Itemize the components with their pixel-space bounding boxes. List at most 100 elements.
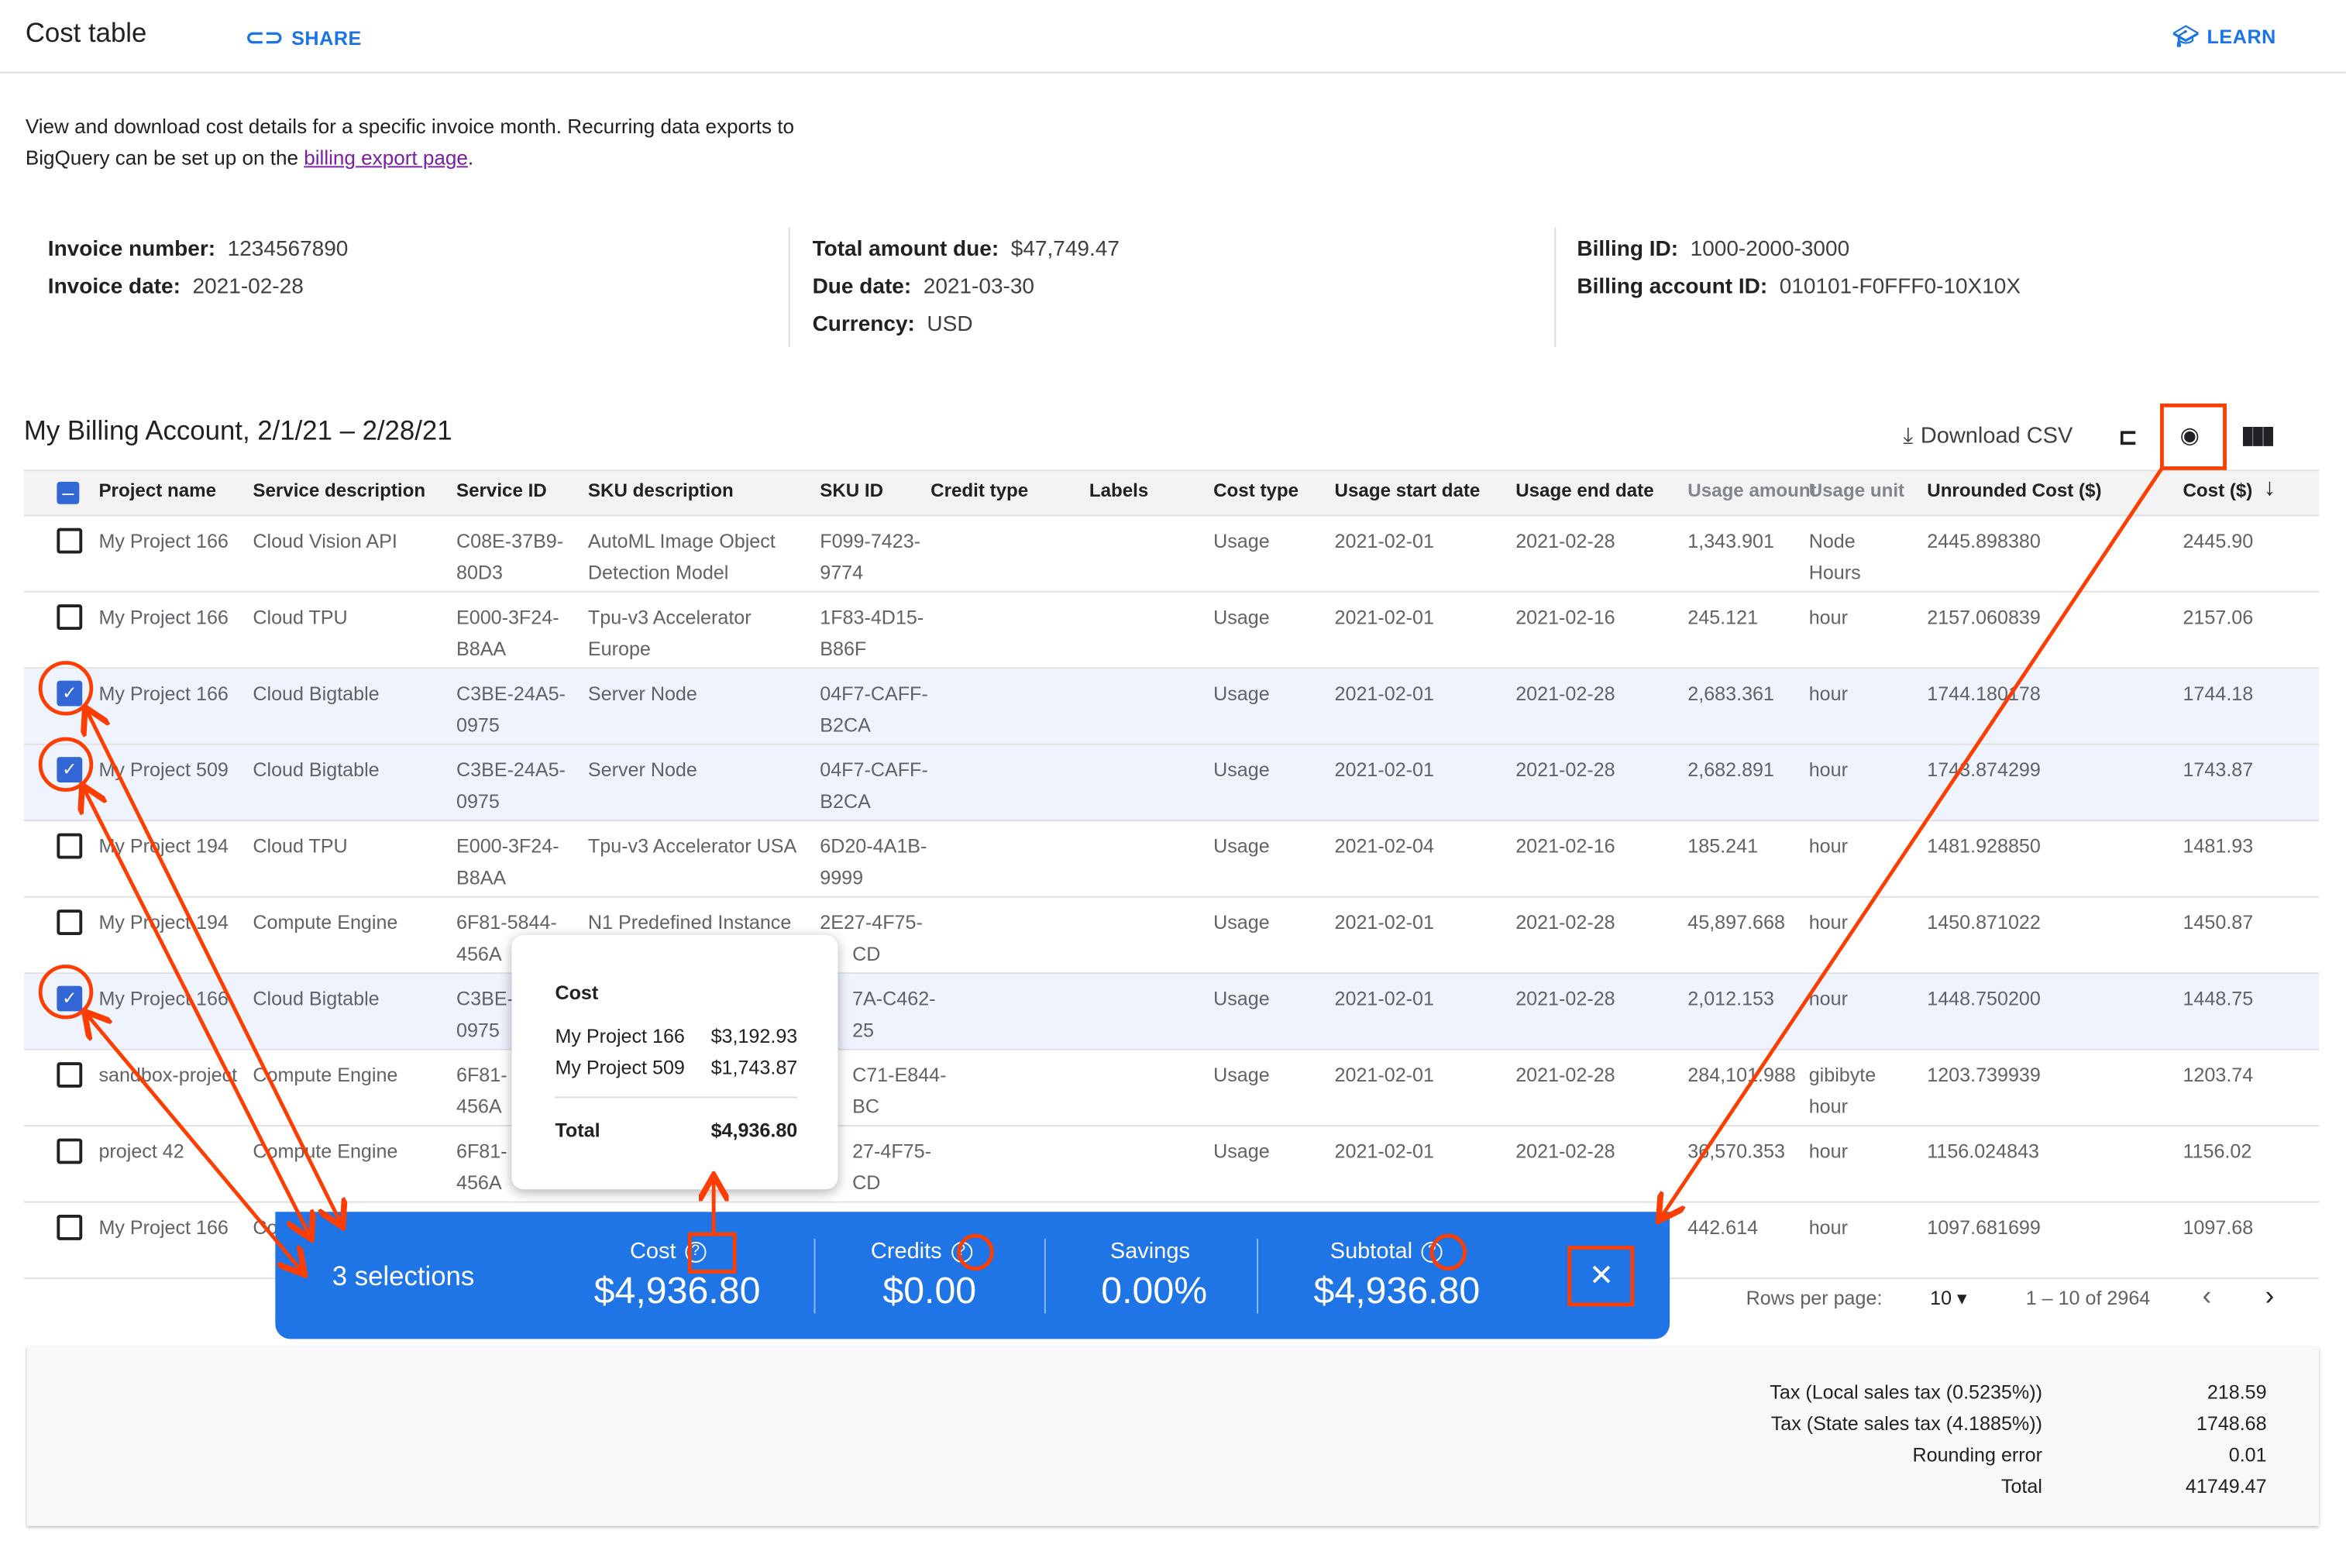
table-cell: gibibyte hour [1808,1064,1876,1118]
currency: USD [927,312,973,337]
table-cell: Usage [1213,911,1270,934]
table-cell: Usage [1213,606,1270,629]
table-cell: 442.614 [1687,1216,1759,1239]
top-bar: Cost table ⊂⊃ SHARE 🎓︎ LEARN [0,0,2346,74]
table-cell: Usage [1213,1064,1270,1086]
close-icon[interactable]: ✕ [1588,1259,1615,1293]
table-cell: 1744.180178 [1927,682,2041,705]
row-checkbox[interactable]: ✓ [57,757,83,782]
column-header[interactable]: SKU description [587,480,734,501]
hierarchy-icon[interactable]: ⊏ [2118,425,2138,451]
row-checkbox[interactable]: ✓ [57,985,83,1012]
help-icon[interactable]: ? [1421,1241,1443,1263]
help-icon[interactable]: ? [685,1241,707,1263]
credits-label-text: Credits [870,1238,942,1264]
table-cell: 1481.928850 [1927,834,2041,858]
row-checkbox[interactable] [57,528,83,554]
select-all-checkbox[interactable]: – [57,481,80,504]
column-header[interactable]: Usage unit [1808,480,1905,501]
selection-bar: 3 selections Cost? $4,936.80 Credits? $0… [275,1212,1670,1339]
table-cell: Compute Engine [253,1140,398,1163]
tooltip-item-name: My Project 509 [555,1056,685,1079]
total-amount: $47,749.47 [1010,238,1120,262]
table-cell: Tpu-v3 Accelerator USA [587,834,797,858]
table-cell: Usage [1213,834,1270,858]
divider [1554,227,1557,348]
section-title: My Billing Account, 2/1/21 – 2/28/21 [23,415,452,446]
table-cell: 6F81- 456A [456,1064,507,1118]
tooltip-item-name: My Project 166 [555,1024,685,1047]
column-header[interactable]: Unrounded Cost ($) [1927,480,2102,501]
table-cell: 2021-02-01 [1334,987,1434,1010]
column-header[interactable]: Labels [1089,480,1149,501]
table-row[interactable]: ✓ My Project 166 Cloud Bigtable C3BE-24A5- … [23,669,2320,745]
divider [814,1238,816,1314]
rows-per-page-select[interactable]: 10 ▾ [1930,1287,1967,1311]
description: View and download cost details for a spe… [26,111,794,174]
learn-button[interactable]: 🎓︎ LEARN [2172,24,2276,50]
table-cell: My Project 509 [98,758,229,782]
table-row[interactable]: My Project 194 Compute Engine 6F81-5844- 4… [23,898,2320,975]
description-text: BigQuery can be set up on the [25,146,304,170]
row-checkbox[interactable] [57,1062,83,1088]
column-header[interactable]: Usage end date [1515,480,1654,501]
table-row[interactable]: My Project 166 Cloud Vision API C08E-37B9-… [23,516,2320,593]
next-page-icon[interactable]: › [2265,1281,2275,1311]
table-row[interactable]: ✓ My Project 166 Cloud Bigtable C3BE- 0975 … [23,974,2320,1050]
row-checkbox[interactable] [57,604,83,630]
help-icon[interactable]: ? [951,1241,972,1263]
column-header[interactable]: Service description [253,480,426,501]
summary-label: Total [2000,1475,2042,1498]
summary-value: 41749.47 [2185,1475,2267,1498]
column-header[interactable]: Project name [98,480,217,501]
table-cell: Cloud Vision API [253,529,397,552]
description-end: . [467,146,474,170]
table-cell: 1097.68 [2183,1216,2254,1239]
table-cell: N1 Predefined Instance [587,911,792,934]
tooltip-item-value: $3,192.93 [710,1024,798,1047]
divider [788,227,790,348]
column-header[interactable]: SKU ID [820,480,884,501]
column-header[interactable]: Usage amount [1687,480,1817,501]
prev-page-icon[interactable]: ‹ [2202,1281,2212,1311]
row-checkbox[interactable] [57,1138,83,1164]
table-row[interactable]: My Project 166 Cloud TPU E000-3F24- B8AA Tp… [23,593,2320,669]
row-checkbox[interactable] [57,910,83,935]
table-cell: 6D20-4A1B- 9999 [820,834,927,889]
tooltip-item-value: $1,743.87 [710,1056,798,1079]
eye-icon[interactable]: ◉ [2179,423,2200,449]
table-cell: Usage [1213,758,1270,782]
column-header[interactable]: Usage start date [1334,480,1481,501]
billing-export-link[interactable]: billing export page [304,146,468,170]
download-icon: ⤓ [1903,423,1914,449]
cost-label-text: Cost [629,1238,676,1264]
table-cell: 2021-02-28 [1515,682,1615,705]
table-cell: 2157.06 [2183,606,2254,629]
row-checkbox[interactable] [57,1215,83,1240]
table-cell: 2021-02-16 [1515,606,1615,629]
column-header[interactable]: Cost type [1213,480,1299,501]
columns-icon[interactable]: ▮▮▮ [2241,423,2275,449]
column-header[interactable]: Credit type [930,480,1029,501]
table-cell: C71-E844- BC [852,1064,947,1118]
invoice-number: 1234567890 [227,238,349,262]
cost-label: Cost? [629,1238,707,1264]
row-checkbox[interactable]: ✓ [57,680,83,707]
column-header[interactable]: Cost ($) [2183,480,2253,501]
row-checkbox[interactable] [57,833,83,859]
table-row[interactable]: project 42 Compute Engine 6F81- 456A 27-4F… [23,1126,2320,1203]
table-row[interactable]: sandbox-project Compute Engine 6F81- 456A … [23,1050,2320,1127]
table-row[interactable]: My Project 194 Cloud TPU E000-3F24- B8AA Tp… [23,821,2320,898]
download-csv-button[interactable]: ⤓ Download CSV [1903,424,2073,449]
subtotal-label: Subtotal? [1330,1239,1443,1264]
table-row[interactable]: ✓ My Project 509 Cloud Bigtable C3BE-24A5- … [23,744,2320,822]
share-button[interactable]: ⊂⊃ SHARE [246,24,362,51]
sort-down-icon[interactable]: ↓ [2263,476,2276,501]
savings-label: Savings [1109,1238,1190,1264]
table-cell: 2021-02-01 [1334,606,1434,629]
download-csv-label: Download CSV [1920,423,2073,449]
table-cell: 1203.74 [2183,1064,2254,1086]
column-header[interactable]: Service ID [456,480,547,501]
table-cell: 2021-02-01 [1334,1064,1434,1086]
